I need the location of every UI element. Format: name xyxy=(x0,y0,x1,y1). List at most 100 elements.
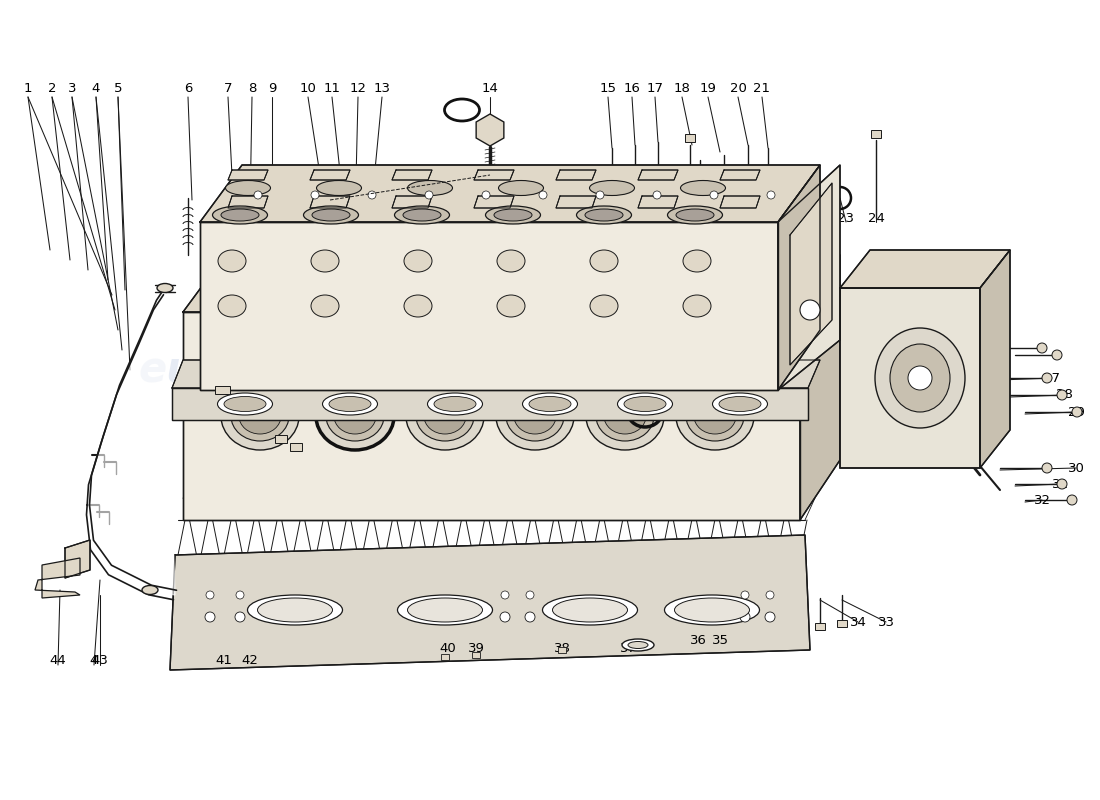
Ellipse shape xyxy=(248,595,342,625)
Ellipse shape xyxy=(221,209,258,221)
Ellipse shape xyxy=(404,295,432,317)
Ellipse shape xyxy=(329,397,371,411)
Polygon shape xyxy=(778,165,840,390)
Polygon shape xyxy=(720,170,760,180)
Text: 42: 42 xyxy=(250,434,266,446)
Ellipse shape xyxy=(218,250,246,272)
Text: 25: 25 xyxy=(829,335,847,349)
Ellipse shape xyxy=(434,397,476,411)
Bar xyxy=(695,195,705,202)
Ellipse shape xyxy=(497,250,525,272)
Ellipse shape xyxy=(395,206,450,224)
Circle shape xyxy=(205,612,214,622)
Polygon shape xyxy=(172,388,808,420)
Text: 44: 44 xyxy=(50,654,66,666)
Polygon shape xyxy=(88,290,175,595)
Ellipse shape xyxy=(304,206,359,224)
Bar xyxy=(315,178,324,186)
Ellipse shape xyxy=(212,206,267,224)
Ellipse shape xyxy=(640,264,657,272)
Ellipse shape xyxy=(404,250,432,272)
Text: 24: 24 xyxy=(868,211,884,225)
Bar xyxy=(764,190,771,198)
Ellipse shape xyxy=(278,282,293,288)
Circle shape xyxy=(425,191,433,199)
Ellipse shape xyxy=(617,393,672,415)
Circle shape xyxy=(368,191,376,199)
Polygon shape xyxy=(638,170,678,180)
Ellipse shape xyxy=(823,282,837,288)
Ellipse shape xyxy=(576,206,631,224)
Text: 21: 21 xyxy=(754,82,770,94)
Ellipse shape xyxy=(628,642,648,649)
Text: 22: 22 xyxy=(812,211,828,225)
Polygon shape xyxy=(790,183,832,365)
Ellipse shape xyxy=(519,264,536,272)
Bar xyxy=(685,134,695,142)
Ellipse shape xyxy=(217,264,233,272)
Text: 10: 10 xyxy=(299,82,317,94)
Bar xyxy=(745,187,751,195)
Circle shape xyxy=(500,612,510,622)
Text: 19: 19 xyxy=(700,82,716,94)
Text: eurospares: eurospares xyxy=(139,349,402,391)
Ellipse shape xyxy=(676,209,714,221)
Text: 29: 29 xyxy=(1068,406,1085,418)
Polygon shape xyxy=(228,196,268,208)
Ellipse shape xyxy=(485,206,540,224)
Text: 6: 6 xyxy=(184,82,192,94)
Circle shape xyxy=(525,612,535,622)
Text: eurospares: eurospares xyxy=(528,389,792,431)
Ellipse shape xyxy=(676,382,754,450)
Text: 23: 23 xyxy=(837,211,855,225)
Polygon shape xyxy=(556,196,596,208)
Circle shape xyxy=(1072,407,1082,417)
Polygon shape xyxy=(200,165,820,222)
Bar xyxy=(837,620,847,627)
Text: 4: 4 xyxy=(90,654,98,666)
Text: 26: 26 xyxy=(815,402,833,414)
Ellipse shape xyxy=(641,282,656,288)
Bar xyxy=(244,215,252,221)
Ellipse shape xyxy=(316,382,394,450)
Bar xyxy=(337,183,343,189)
Circle shape xyxy=(500,591,509,599)
Bar xyxy=(630,180,640,187)
Text: 17: 17 xyxy=(647,82,663,94)
Ellipse shape xyxy=(257,598,332,622)
Ellipse shape xyxy=(407,598,483,622)
Ellipse shape xyxy=(580,264,596,272)
Bar xyxy=(720,197,727,205)
Ellipse shape xyxy=(761,264,778,272)
Bar xyxy=(607,183,617,190)
Polygon shape xyxy=(170,535,810,670)
Ellipse shape xyxy=(664,595,759,625)
Ellipse shape xyxy=(822,264,838,272)
Ellipse shape xyxy=(428,393,483,415)
Ellipse shape xyxy=(890,344,950,412)
Circle shape xyxy=(482,191,490,199)
Circle shape xyxy=(764,612,776,622)
Text: 7: 7 xyxy=(223,82,232,94)
Circle shape xyxy=(1067,495,1077,505)
Text: 34: 34 xyxy=(849,615,867,629)
Bar xyxy=(558,647,566,653)
Ellipse shape xyxy=(494,209,532,221)
Polygon shape xyxy=(310,196,350,208)
Bar xyxy=(742,180,754,187)
Ellipse shape xyxy=(520,282,535,288)
Text: 32: 32 xyxy=(1034,494,1050,506)
Ellipse shape xyxy=(681,181,726,195)
Ellipse shape xyxy=(338,264,354,272)
Circle shape xyxy=(710,191,718,199)
Polygon shape xyxy=(183,255,840,312)
Ellipse shape xyxy=(694,398,736,434)
Text: 31: 31 xyxy=(1052,478,1068,490)
Text: 36: 36 xyxy=(690,634,706,646)
Bar xyxy=(336,175,345,183)
Text: 43: 43 xyxy=(91,654,109,666)
Ellipse shape xyxy=(762,282,777,288)
Text: 4: 4 xyxy=(91,82,100,94)
Text: 41: 41 xyxy=(240,462,256,474)
Text: 33: 33 xyxy=(878,615,894,629)
